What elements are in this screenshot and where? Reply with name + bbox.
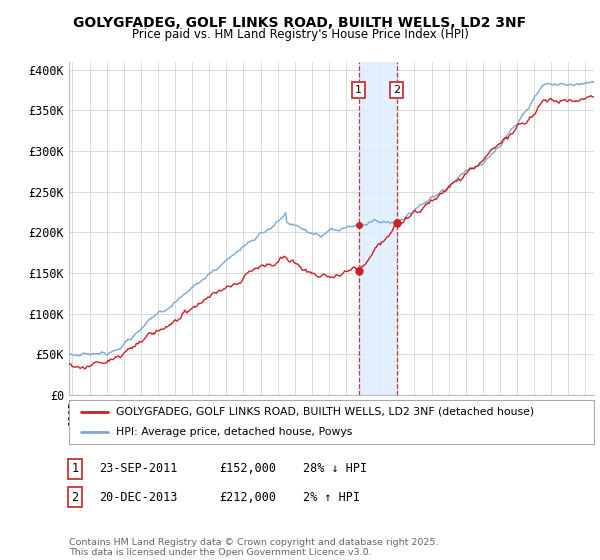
Text: 2% ↑ HPI: 2% ↑ HPI — [303, 491, 360, 504]
Bar — [359, 62, 397, 395]
Text: 1: 1 — [355, 85, 362, 95]
Text: 2: 2 — [393, 85, 400, 95]
Text: 2: 2 — [71, 491, 79, 504]
Text: GOLYGFADEG, GOLF LINKS ROAD, BUILTH WELLS, LD2 3NF (detached house): GOLYGFADEG, GOLF LINKS ROAD, BUILTH WELL… — [116, 407, 535, 417]
Text: £152,000: £152,000 — [219, 462, 276, 475]
Text: 1: 1 — [71, 462, 79, 475]
Text: GOLYGFADEG, GOLF LINKS ROAD, BUILTH WELLS, LD2 3NF: GOLYGFADEG, GOLF LINKS ROAD, BUILTH WELL… — [73, 16, 527, 30]
Text: £212,000: £212,000 — [219, 491, 276, 504]
Text: Price paid vs. HM Land Registry's House Price Index (HPI): Price paid vs. HM Land Registry's House … — [131, 28, 469, 41]
Text: 28% ↓ HPI: 28% ↓ HPI — [303, 462, 367, 475]
Text: Contains HM Land Registry data © Crown copyright and database right 2025.
This d: Contains HM Land Registry data © Crown c… — [69, 538, 439, 557]
Text: 23-SEP-2011: 23-SEP-2011 — [99, 462, 178, 475]
Text: HPI: Average price, detached house, Powys: HPI: Average price, detached house, Powy… — [116, 427, 353, 437]
Text: 20-DEC-2013: 20-DEC-2013 — [99, 491, 178, 504]
